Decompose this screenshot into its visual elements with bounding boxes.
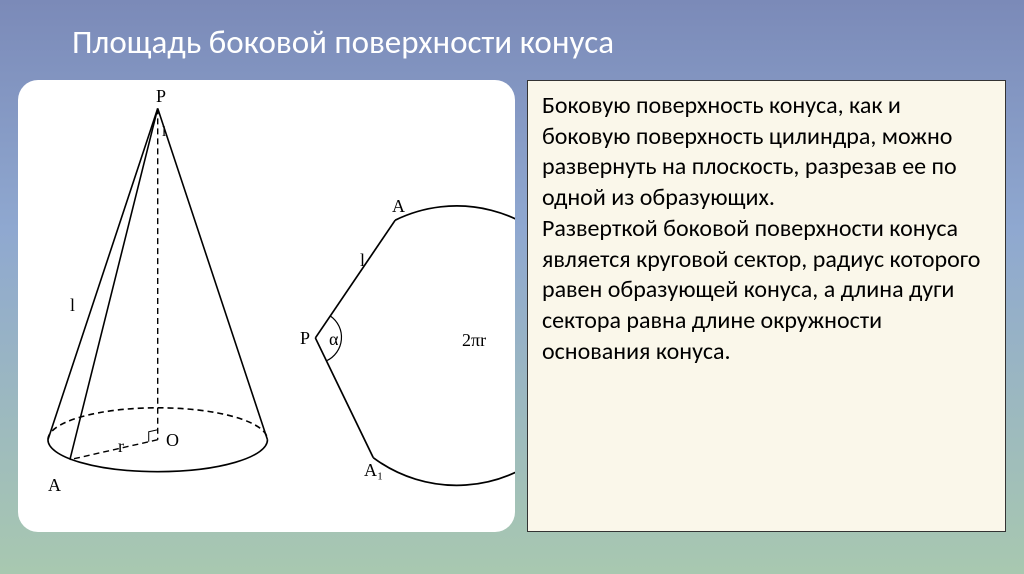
label-P-cone: P [156, 86, 166, 107]
label-A1-sector: A₁ [364, 460, 383, 481]
label-A-sector: A [392, 196, 405, 217]
label-A-cone: A [48, 475, 61, 496]
diagram-panel: P O A r l l P A A₁ l α 2πr [18, 80, 515, 532]
label-l-cone-axis: l [162, 124, 166, 141]
geometry-diagram [18, 80, 515, 532]
slide-title: Площадь боковой поверхности конуса [0, 0, 1024, 80]
label-O: O [166, 430, 179, 451]
content-row: P O A r l l P A A₁ l α 2πr Боковую повер… [0, 80, 1024, 532]
label-r: r [118, 436, 124, 457]
description-text: Боковую поверхность конуса, как и бокову… [542, 91, 991, 367]
label-alpha: α [329, 329, 338, 350]
label-l-cone: l [70, 295, 75, 316]
label-P-sector: P [300, 328, 310, 349]
label-l-sector: l [360, 250, 365, 271]
description-panel: Боковую поверхность конуса, как и бокову… [527, 80, 1006, 532]
label-2pir: 2πr [462, 330, 486, 351]
